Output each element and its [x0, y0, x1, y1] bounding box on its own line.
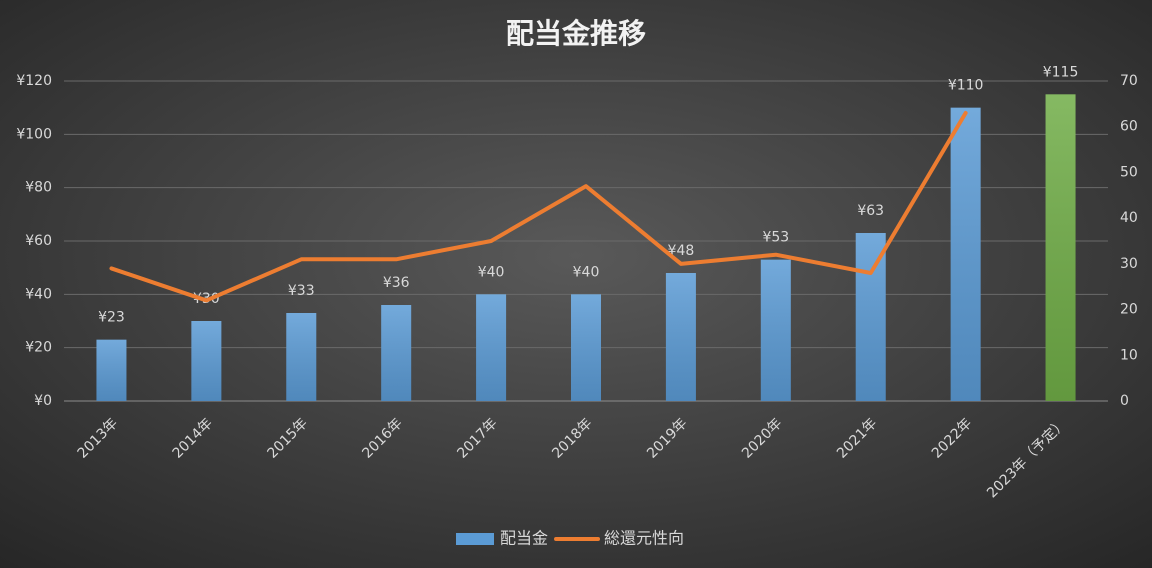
y2-tick-label: 50: [1120, 164, 1138, 180]
bar-shade: [855, 233, 886, 401]
data-label: ¥53: [762, 230, 789, 246]
y2-tick-label: 20: [1120, 302, 1138, 318]
y2-tick-label: 70: [1120, 73, 1138, 89]
y-tick-label: ¥80: [25, 180, 52, 196]
bar-shade: [476, 294, 507, 401]
bar-shade: [760, 259, 791, 401]
data-label: ¥23: [98, 310, 125, 326]
y-tick-label: ¥40: [25, 286, 52, 302]
data-label: ¥36: [383, 275, 410, 291]
bar-shade: [381, 305, 412, 401]
bar-shade: [1045, 94, 1076, 401]
data-label: ¥33: [288, 283, 315, 299]
chart-title: 配当金推移: [506, 17, 646, 50]
y-tick-label: ¥20: [25, 340, 52, 356]
legend-swatch: [456, 533, 494, 545]
data-label: ¥115: [1043, 64, 1079, 80]
y2-tick-label: 0: [1120, 393, 1129, 409]
line: [109, 111, 968, 303]
bar-shade: [665, 273, 696, 401]
y2-tick-label: 30: [1120, 256, 1138, 272]
bar-shade: [950, 107, 981, 402]
data-label: ¥110: [948, 78, 984, 94]
bar-shade: [191, 321, 222, 401]
bar-shade: [96, 339, 127, 401]
data-label: ¥40: [573, 264, 600, 280]
bar-shade: [571, 294, 601, 401]
data-label: ¥40: [478, 264, 505, 280]
legend-label: 総還元性向: [604, 529, 684, 548]
y2-tick-label: 40: [1120, 210, 1138, 226]
data-label: ¥63: [857, 203, 884, 219]
y-tick-label: ¥120: [16, 73, 52, 89]
legend-label: 配当金: [500, 529, 548, 548]
y-tick-label: ¥0: [34, 393, 52, 409]
data-label: ¥48: [668, 243, 695, 259]
y2-tick-label: 60: [1120, 119, 1138, 135]
y-tick-label: ¥100: [16, 126, 52, 142]
y-tick-label: ¥60: [25, 233, 52, 249]
bar-shade: [286, 313, 317, 401]
y2-tick-label: 10: [1120, 347, 1138, 363]
